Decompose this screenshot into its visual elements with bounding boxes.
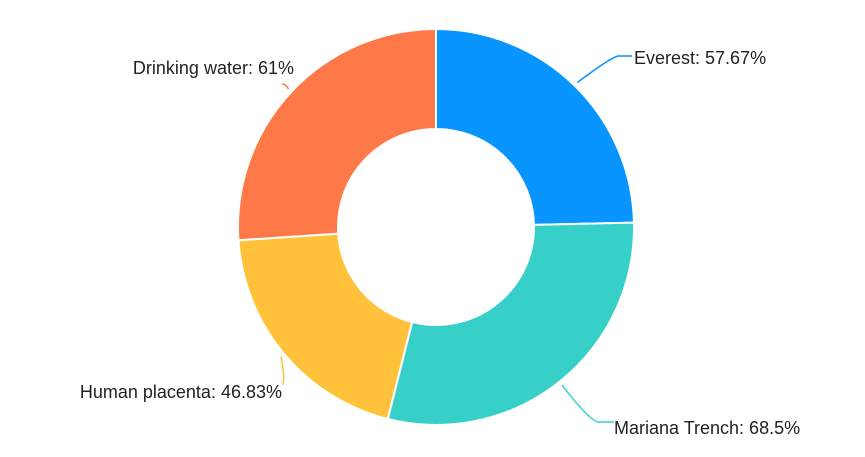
leader-line-human-placenta (280, 356, 285, 385)
leader-line-everest (576, 55, 632, 84)
data-label-human-placenta: Human placenta: 46.83% (80, 382, 282, 402)
slice-everest[interactable] (435, 27, 635, 226)
slice-drinking-water[interactable] (237, 27, 437, 242)
data-label-mariana-trench: Mariana Trench: 68.5% (614, 418, 800, 438)
leader-line-drinking-water (281, 83, 290, 90)
data-label-everest: Everest: 57.67% (634, 48, 766, 68)
data-label-drinking-water: Drinking water: 61% (133, 58, 294, 78)
slice-human-placenta[interactable] (237, 232, 414, 421)
slice-mariana-trench[interactable] (386, 221, 635, 426)
leader-line-mariana-trench (561, 384, 614, 423)
